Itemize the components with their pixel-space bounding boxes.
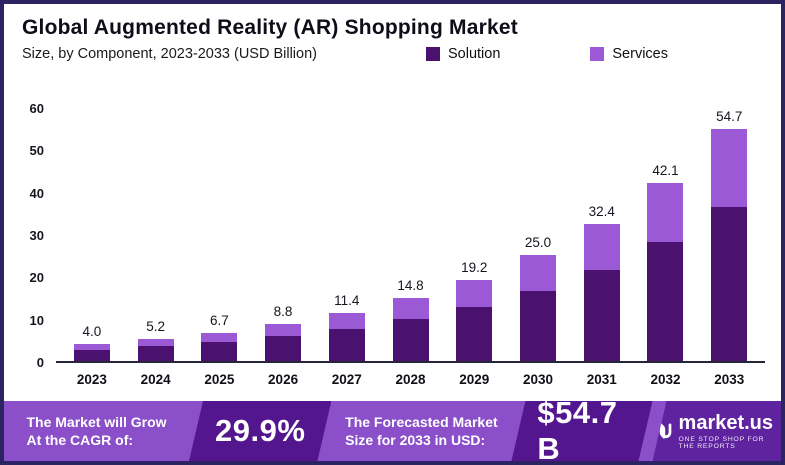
bar-segment-services xyxy=(265,323,302,337)
bar-segment-services xyxy=(392,298,429,320)
chart-title: Global Augmented Reality (AR) Shopping M… xyxy=(22,16,518,39)
cagr-value: 29.9% xyxy=(215,413,306,448)
x-axis-label: 2033 xyxy=(714,372,745,387)
forecast-label: The Forecasted Market Size for 2033 in U… xyxy=(331,401,511,461)
bar-column: 6.7 xyxy=(187,313,251,361)
legend-label-services: Services xyxy=(612,46,668,62)
legend-label-solution: Solution xyxy=(447,46,501,62)
bar-total-label: 11.4 xyxy=(334,292,360,308)
bar-segment-solution xyxy=(711,206,748,361)
x-axis-label: 2023 xyxy=(76,372,107,387)
bar-segment-solution xyxy=(73,349,110,361)
forecast-value: $54.7 B xyxy=(537,395,618,465)
bar-total-label: 32.4 xyxy=(588,203,615,219)
bar-segment-solution xyxy=(201,341,238,361)
x-axis-label: 2027 xyxy=(331,372,362,387)
x-axis: 2023 2024 2025 2026 2027 2028 2029 2030 2031 2032… xyxy=(56,363,765,397)
bar-segment-services xyxy=(647,182,684,243)
bar-column: 42.1 xyxy=(634,163,698,361)
bar-chart: 0 10 20 30 40 50 60 4.0 5.2 6.7 8.8 11.4 14.8 19.2 25… xyxy=(4,62,781,401)
x-axis-label: 2026 xyxy=(268,372,299,387)
plot-area: 4.0 5.2 6.7 8.8 11.4 14.8 19.2 25.0 32.4 42.1 54.7 xyxy=(56,109,765,363)
forecast-label-line2: Size for 2033 in USD: xyxy=(345,432,486,448)
bar-segment-solution xyxy=(647,242,684,361)
bar-segment-solution xyxy=(583,269,620,361)
bar-segment-services xyxy=(73,344,110,350)
y-axis-tick: 10 xyxy=(29,312,44,328)
legend-item-services: Services xyxy=(590,46,668,62)
bar-column: 19.2 xyxy=(442,260,506,361)
x-axis-label: 2032 xyxy=(650,372,681,387)
brand-logo[interactable]: market.us ONE STOP SHOP FOR THE REPORTS xyxy=(652,401,781,461)
legend-swatch-solution xyxy=(425,47,440,61)
bar-segment-services xyxy=(456,279,493,307)
bar-total-label: 6.7 xyxy=(209,312,229,328)
bar-total-label: 4.0 xyxy=(82,324,102,340)
cagr-value-panel: 29.9% xyxy=(189,401,331,461)
bar-segment-solution xyxy=(328,328,365,361)
x-axis-label: 2028 xyxy=(395,372,426,387)
bar-column: 8.8 xyxy=(251,304,315,361)
x-axis-label: 2030 xyxy=(522,372,554,387)
bar-total-label: 54.7 xyxy=(716,109,743,125)
bar-segment-solution xyxy=(265,336,302,361)
bar-column: 4.0 xyxy=(60,324,124,361)
bar-total-label: 5.2 xyxy=(146,319,165,334)
brand-tagline: ONE STOP SHOP FOR THE REPORTS xyxy=(678,435,765,450)
y-axis: 0 10 20 30 40 50 60 xyxy=(16,101,56,370)
bar-total-label: 25.0 xyxy=(524,235,552,251)
legend-item-solution: Solution xyxy=(425,46,501,62)
bar-column: 14.8 xyxy=(379,278,443,361)
x-axis-label: 2031 xyxy=(586,372,617,387)
bar-segment-solution xyxy=(392,319,429,361)
cagr-label-line1: The Market will Grow xyxy=(26,413,167,430)
bar-segment-services xyxy=(583,223,620,270)
bar-total-label: 19.2 xyxy=(461,259,488,275)
forecast-label-line1: The Forecasted Market xyxy=(345,413,498,430)
bar-segment-services xyxy=(520,255,556,291)
x-axis-label: 2025 xyxy=(204,372,235,387)
bar-column: 32.4 xyxy=(570,204,634,361)
x-axis-label: 2024 xyxy=(140,372,171,387)
cagr-label: The Market will Grow At the CAGR of: xyxy=(4,401,189,461)
legend-swatch-services xyxy=(590,47,605,61)
header: Global Augmented Reality (AR) Shopping M… xyxy=(4,4,781,62)
bar-segment-services xyxy=(328,312,365,329)
legend: Solution Services xyxy=(425,46,668,62)
bar-segment-services xyxy=(711,129,748,207)
bar-total-label: 8.8 xyxy=(273,303,293,319)
bar-column: 5.2 xyxy=(124,319,188,361)
y-axis-tick: 0 xyxy=(36,355,44,370)
footer-banner: The Market will Grow At the CAGR of: 29.… xyxy=(4,401,781,461)
bar-total-label: 14.8 xyxy=(397,278,424,294)
x-axis-label: 2029 xyxy=(459,372,490,387)
chart-subtitle: Size, by Component, 2023-2033 (USD Billi… xyxy=(22,46,317,62)
marketus-logo-icon xyxy=(653,423,671,440)
y-axis-tick: 50 xyxy=(29,143,44,159)
brand-name: market.us xyxy=(678,411,774,434)
y-axis-tick: 60 xyxy=(29,101,44,116)
bar-column: 11.4 xyxy=(315,293,379,361)
bar-segment-solution xyxy=(137,346,174,361)
y-axis-tick: 30 xyxy=(29,228,44,243)
bar-column: 54.7 xyxy=(697,109,761,361)
y-axis-tick: 20 xyxy=(29,270,44,286)
forecast-value-panel: $54.7 B xyxy=(511,401,652,461)
bar-segment-solution xyxy=(456,306,493,361)
bar-segment-services xyxy=(201,332,238,342)
bar-column: 25.0 xyxy=(506,235,570,361)
bar-total-label: 42.1 xyxy=(652,162,679,178)
cagr-label-line2: At the CAGR of: xyxy=(26,432,134,448)
bar-segment-services xyxy=(137,339,174,347)
bar-segment-solution xyxy=(520,290,556,361)
y-axis-tick: 40 xyxy=(29,185,44,201)
